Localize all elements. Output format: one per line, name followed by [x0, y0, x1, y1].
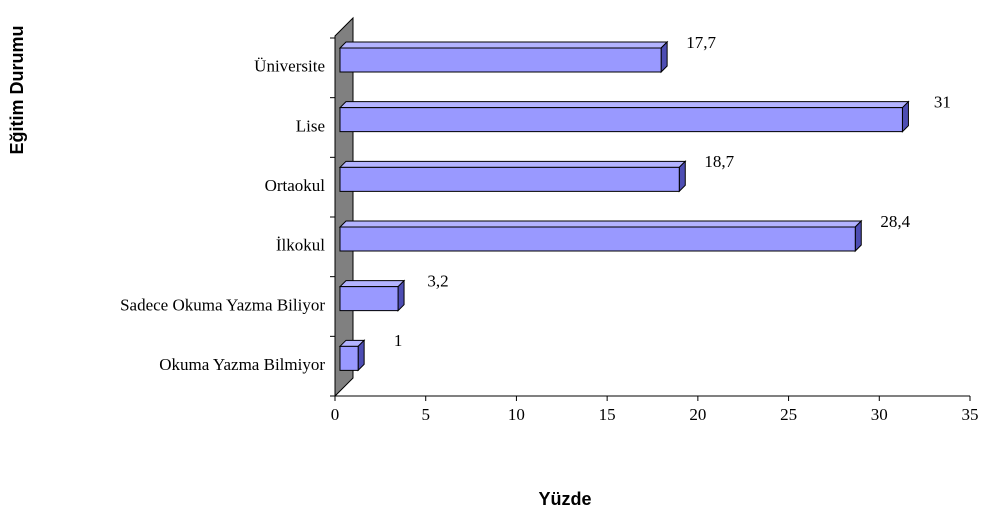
y-axis-title: Eğitim Durumu [7, 26, 27, 155]
y-tick-label: Okuma Yazma Bilmiyor [159, 355, 325, 374]
bar [338, 40, 669, 74]
x-tick-label: 30 [871, 405, 888, 424]
y-tick-label: Üniversite [254, 57, 325, 76]
bar-face [338, 220, 863, 228]
bar-face [338, 280, 406, 288]
bar-face [357, 339, 365, 372]
bar [338, 339, 366, 372]
value-label: 3,2 [427, 272, 448, 291]
bar-face [339, 166, 680, 192]
bar-face [901, 100, 909, 133]
x-tick-label: 25 [780, 405, 797, 424]
y-tick-label: İlkokul [276, 236, 325, 255]
bar-face [397, 279, 405, 312]
y-tick-label: Sadece Okuma Yazma Biliyor [120, 295, 325, 314]
bar-face [660, 40, 668, 74]
x-tick-label: 15 [599, 405, 616, 424]
value-label: 28,4 [880, 212, 910, 231]
value-label: 18,7 [704, 152, 734, 171]
y-tick-label: Lise [296, 116, 325, 135]
x-tick-label: 5 [421, 405, 430, 424]
value-label: 17,7 [686, 33, 716, 52]
bar-face [339, 226, 856, 252]
x-tick-label: 20 [689, 405, 706, 424]
bar [338, 100, 910, 133]
value-label: 31 [934, 93, 951, 112]
y-tick-label: Ortaokul [265, 176, 326, 195]
x-tick-label: 10 [508, 405, 525, 424]
bar-face [339, 286, 399, 312]
bar-face [854, 219, 862, 253]
bar-face [339, 107, 903, 133]
x-tick-label: 0 [331, 405, 340, 424]
bar-face [339, 47, 662, 73]
bar-face [339, 345, 359, 371]
bar [338, 219, 863, 253]
value-label: 1 [394, 331, 403, 350]
axis-wall [334, 16, 354, 398]
x-axis-title: Yüzde [538, 489, 591, 509]
bar-face [338, 160, 687, 168]
bar-face [338, 101, 910, 109]
x-tick-label: 35 [962, 405, 979, 424]
bar [338, 160, 687, 193]
bar-face [338, 41, 669, 49]
bar [338, 279, 406, 312]
bar-face [678, 160, 686, 193]
